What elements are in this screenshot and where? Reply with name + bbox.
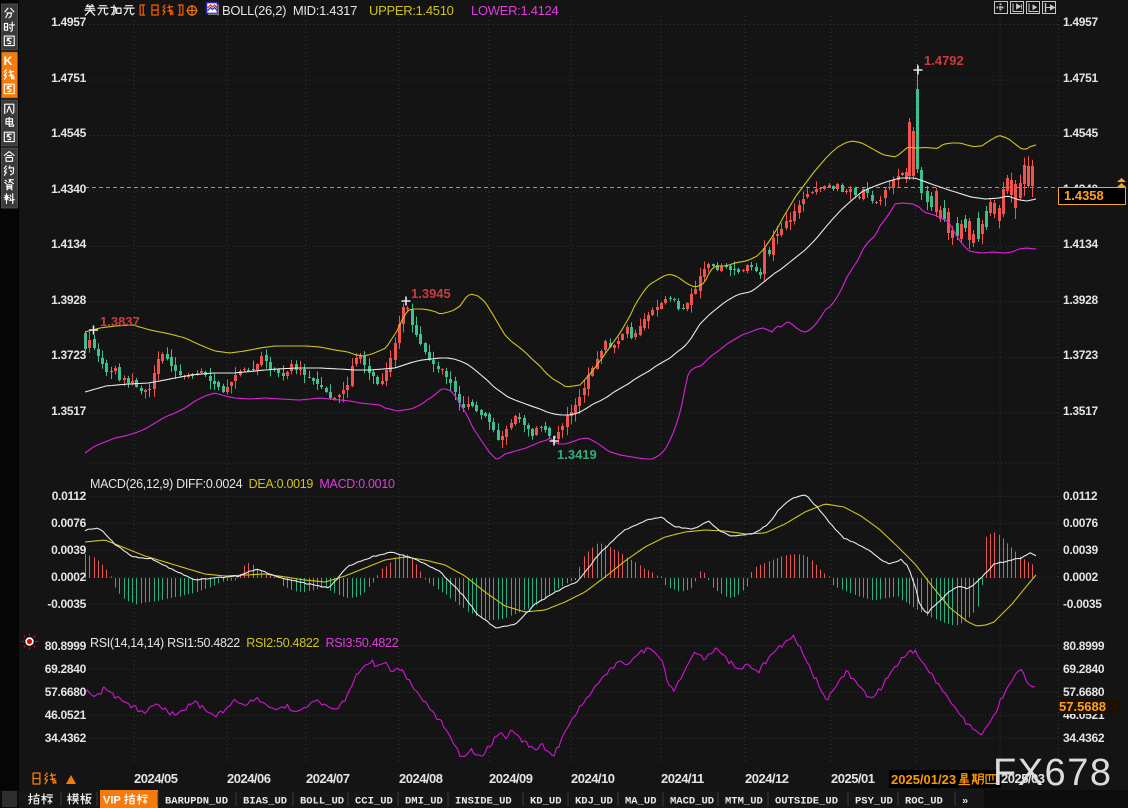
svg-text:DMI_UD: DMI_UD [405,796,443,808]
svg-text:INSIDE_UD: INSIDE_UD [455,796,512,808]
svg-text:BOLL_UD: BOLL_UD [300,796,344,808]
svg-text:1.3945: 1.3945 [411,286,451,301]
svg-text:MACD_UD: MACD_UD [670,796,714,808]
svg-text:PSY_UD: PSY_UD [855,796,893,808]
svg-text:»: » [962,796,968,808]
svg-text:KDJ_UD: KDJ_UD [575,796,613,808]
svg-text:1.4792: 1.4792 [924,53,964,68]
svg-text:CCI_UD: CCI_UD [355,796,393,808]
svg-text:BIAS_UD: BIAS_UD [243,796,287,808]
svg-text:K: K [4,54,13,68]
svg-text:2025/01/23: 2025/01/23 [891,772,956,787]
svg-text:MTM_UD: MTM_UD [725,796,763,808]
svg-text:KD_UD: KD_UD [530,796,562,808]
svg-text:1.3837: 1.3837 [100,314,140,329]
svg-text:VIP: VIP [103,795,121,807]
svg-text:1.3419: 1.3419 [557,447,597,462]
svg-text:ROC_UD: ROC_UD [905,796,943,808]
svg-text:BARUPDN_UD: BARUPDN_UD [165,796,228,808]
svg-text:MA_UD: MA_UD [625,796,657,808]
svg-text:OUTSIDE_UD: OUTSIDE_UD [775,796,838,808]
